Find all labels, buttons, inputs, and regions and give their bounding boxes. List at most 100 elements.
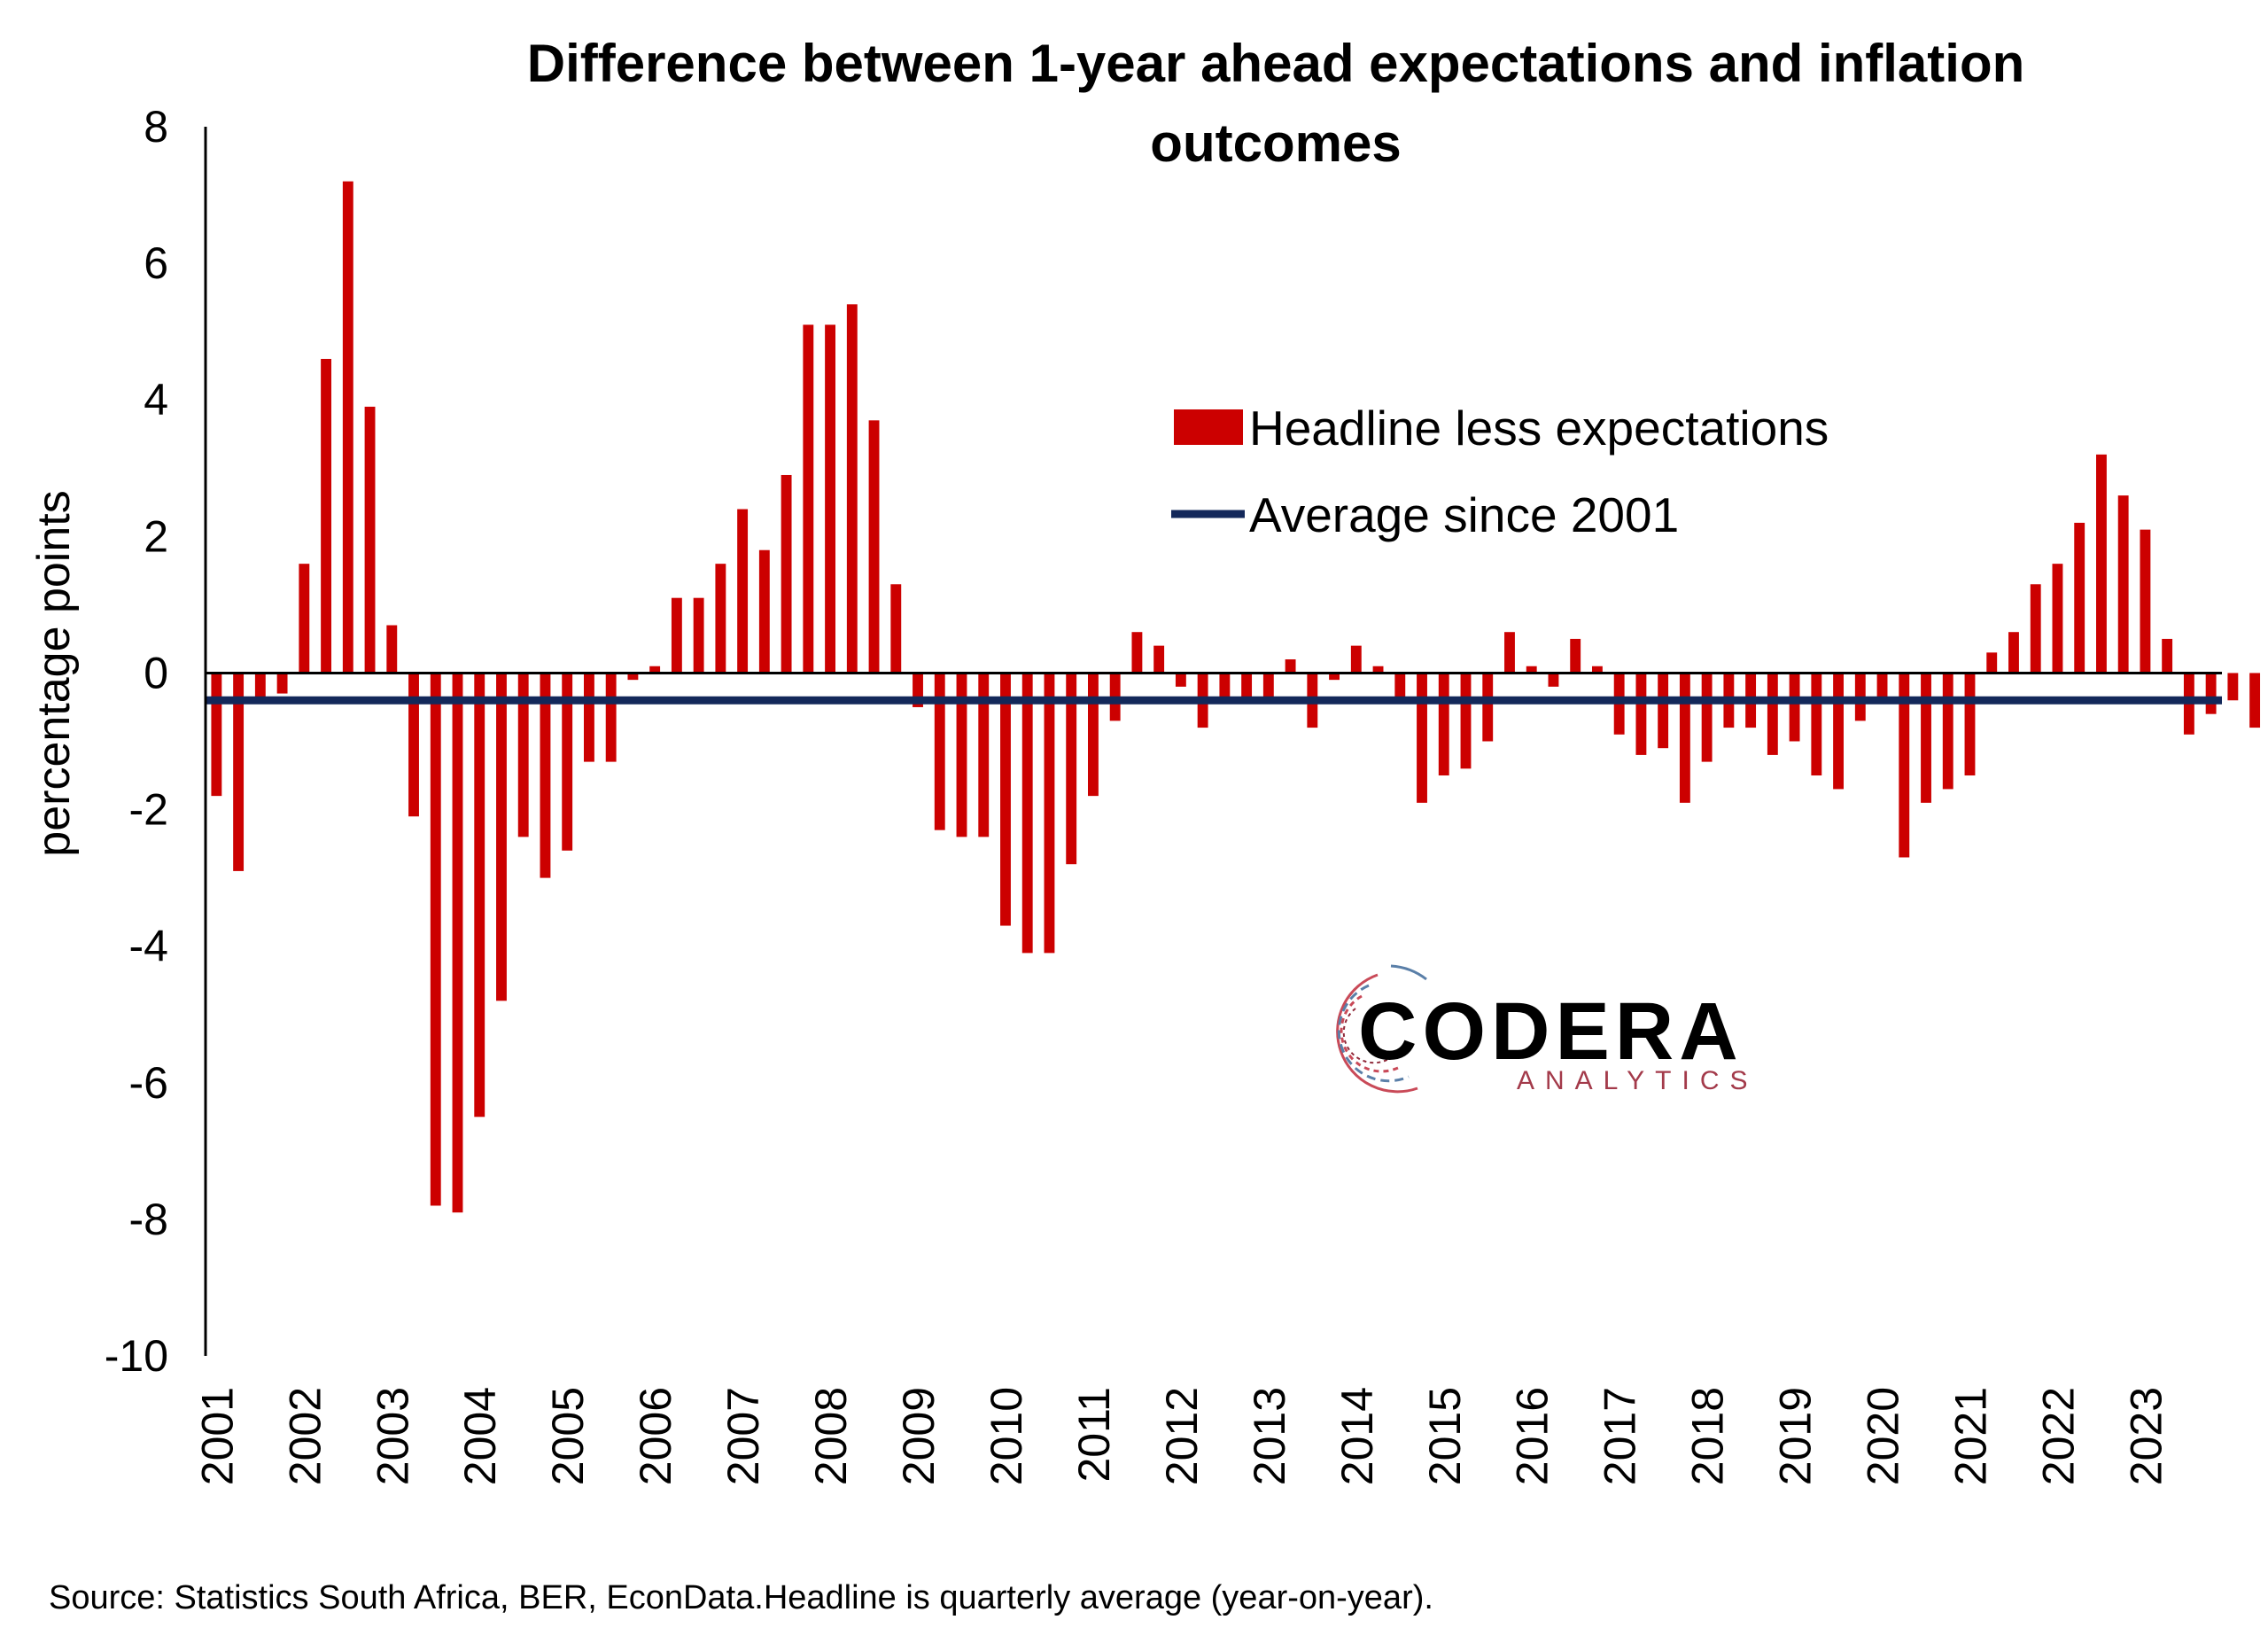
- bar: [715, 564, 726, 674]
- legend-swatch-bar: [1174, 409, 1243, 445]
- bar: [1329, 673, 1340, 681]
- bar: [2227, 673, 2239, 701]
- bar: [1460, 673, 1472, 769]
- bar: [1833, 673, 1844, 790]
- bar: [2052, 564, 2063, 674]
- bar: [1701, 673, 1713, 762]
- bar: [825, 324, 835, 674]
- bar: [1548, 673, 1559, 687]
- bar: [1679, 673, 1690, 803]
- y-axis-label: percentage points: [28, 490, 80, 856]
- x-tick-label: 2018: [1683, 1387, 1733, 1485]
- bar: [452, 673, 463, 1213]
- bar: [934, 673, 945, 830]
- bar: [1921, 673, 1931, 803]
- x-tick-label: 2011: [1069, 1387, 1119, 1483]
- bar: [605, 673, 617, 762]
- bar: [1658, 673, 1669, 749]
- x-tick-label: 2017: [1596, 1387, 1645, 1485]
- x-tick-labels: 2001 2002 2003 2004 2005 2006 2007 2008 2009 2010…: [192, 1387, 2171, 1485]
- bar: [671, 597, 682, 674]
- bar: [1482, 673, 1494, 742]
- bar: [2249, 673, 2261, 728]
- bar: [276, 673, 288, 694]
- bar: [517, 673, 529, 837]
- y-tick-label: 4: [144, 375, 168, 424]
- bar: [1153, 645, 1165, 674]
- legend-label-bars: Headline less expectations: [1249, 401, 1829, 456]
- y-tick-label: -6: [129, 1058, 168, 1108]
- bar: [408, 673, 419, 817]
- bar: [803, 324, 814, 674]
- bar: [956, 673, 967, 837]
- bar: [890, 584, 902, 674]
- bar: [386, 625, 398, 674]
- logo-tagline: ANALYTICS: [1517, 1066, 1759, 1095]
- bar: [474, 673, 485, 1118]
- y-tick-label: -10: [105, 1331, 168, 1381]
- bar: [1526, 666, 1537, 674]
- bar: [2162, 638, 2173, 674]
- logo-wordmark: CODERA: [1358, 986, 1744, 1077]
- y-tick-label: -2: [129, 785, 168, 835]
- source-note: Source: Statistics South Africa, BER, Ec…: [49, 1579, 1433, 1616]
- bar: [1438, 673, 1449, 776]
- y-tick-label: -4: [129, 922, 168, 971]
- bar: [2205, 673, 2217, 714]
- bar: [211, 673, 222, 797]
- legend-label-average: Average since 2001: [1249, 487, 1679, 542]
- x-tick-label: 2022: [2034, 1387, 2084, 1485]
- bar: [1570, 638, 1581, 674]
- bar: [299, 564, 310, 674]
- bar: [627, 673, 639, 681]
- x-tick-label: 2009: [894, 1387, 944, 1485]
- bar: [1942, 673, 1953, 790]
- codera-circuit-ring-icon: [1336, 964, 1427, 1094]
- bar: [1044, 673, 1055, 954]
- bar: [1394, 673, 1406, 701]
- x-tick-label: 2023: [2121, 1387, 2171, 1485]
- bar: [1350, 645, 1362, 674]
- bar: [1219, 673, 1231, 701]
- x-tick-label: 2010: [982, 1387, 1031, 1485]
- y-tick-label: 0: [144, 648, 168, 697]
- x-tick-label: 2003: [368, 1387, 417, 1485]
- x-tick-label: 2016: [1508, 1387, 1557, 1485]
- x-tick-label: 2002: [280, 1387, 330, 1485]
- bar: [1241, 673, 1253, 701]
- bar: [364, 406, 376, 674]
- bar: [562, 673, 573, 851]
- bar: [978, 673, 990, 837]
- legend: Headline less expectations Average since…: [1171, 401, 1829, 542]
- bar: [2096, 454, 2107, 674]
- bar: [321, 358, 331, 674]
- x-tick-label: 2013: [1245, 1387, 1294, 1485]
- bar: [868, 420, 880, 674]
- bar: [1899, 673, 1910, 858]
- chart-title-line-1: Difference between 1-year ahead expectat…: [527, 34, 2025, 93]
- bar: [2074, 522, 2085, 674]
- bar: [649, 666, 661, 674]
- x-tick-label: 2020: [1859, 1387, 1908, 1485]
- y-tick-label: 2: [144, 511, 168, 561]
- bar: [430, 673, 441, 1206]
- bar: [1066, 673, 1077, 865]
- chart-title-line-2: outcomes: [1150, 113, 1401, 173]
- bar: [1964, 673, 1976, 776]
- bar: [342, 181, 353, 674]
- bar: [2117, 495, 2129, 674]
- bar: [1088, 673, 1099, 797]
- x-tick-label: 2015: [1420, 1387, 1470, 1485]
- bar: [1285, 659, 1296, 674]
- x-tick-label: 2019: [1771, 1387, 1821, 1485]
- bar: [2030, 584, 2041, 674]
- y-tick-label: -8: [129, 1195, 168, 1244]
- bar: [846, 304, 858, 674]
- bar: [496, 673, 507, 1001]
- bar: [1767, 673, 1778, 755]
- y-tick-labels: 8 6 4 2 0 -2 -4 -6 -8 -10: [105, 102, 168, 1381]
- bar: [540, 673, 551, 878]
- bar: [1635, 673, 1647, 755]
- bar: [1131, 632, 1143, 674]
